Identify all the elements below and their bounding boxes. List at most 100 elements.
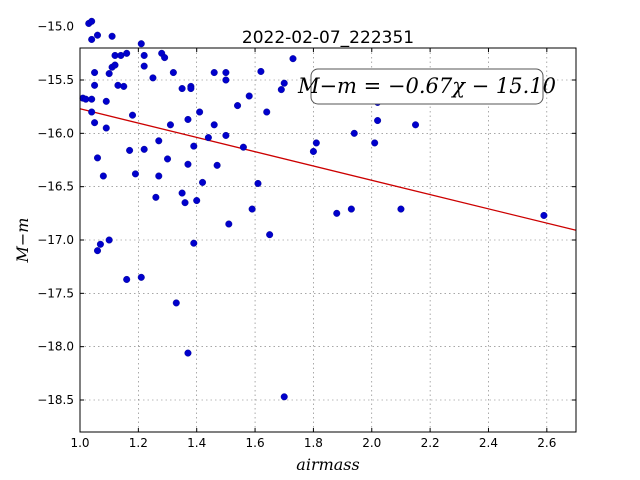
data-point [137, 273, 145, 281]
data-point [88, 35, 96, 43]
data-points [79, 17, 548, 401]
data-point [178, 189, 186, 197]
data-point [312, 139, 320, 147]
data-point [245, 92, 253, 100]
data-point [210, 69, 218, 77]
data-point [190, 239, 198, 247]
data-point [309, 147, 317, 155]
data-point [161, 54, 169, 62]
data-point [193, 197, 201, 205]
data-point [117, 51, 125, 59]
data-point [178, 85, 186, 93]
data-point [204, 134, 212, 142]
data-point [187, 85, 195, 93]
data-point [94, 31, 102, 39]
data-point [222, 69, 230, 77]
data-point [149, 74, 157, 82]
y-tick-label: −18.0 [37, 340, 74, 354]
data-point [280, 79, 288, 87]
data-point [102, 97, 110, 105]
data-point [210, 121, 218, 129]
data-point [94, 247, 102, 255]
data-point [155, 172, 163, 180]
data-point [333, 209, 341, 217]
y-tick-label: −16.0 [37, 126, 74, 140]
data-point [254, 179, 262, 187]
data-point [540, 211, 548, 219]
data-point [257, 67, 265, 75]
data-point [88, 17, 96, 25]
data-point [280, 393, 288, 401]
data-point [397, 205, 405, 213]
data-point [91, 69, 99, 77]
data-point [152, 193, 160, 201]
x-tick-label: 1.4 [187, 436, 206, 450]
data-point [88, 95, 96, 103]
data-point [184, 115, 192, 123]
data-point [140, 51, 148, 59]
data-point [105, 70, 113, 78]
x-tick-label: 1.8 [304, 436, 323, 450]
data-point [289, 55, 297, 63]
x-axis-label: airmass [296, 455, 359, 474]
x-tick-label: 2.0 [362, 436, 381, 450]
data-point [91, 119, 99, 127]
x-tick-label: 2.2 [421, 436, 440, 450]
y-tick-label: −15.0 [37, 20, 74, 34]
data-point [131, 170, 139, 178]
data-point [277, 86, 285, 94]
y-tick-label: −17.0 [37, 233, 74, 247]
data-point [140, 62, 148, 70]
y-axis-ticks: −15.0 −15.5 −16.0 −16.5 −17.0 −17.5 −18.0 −18.5 [37, 20, 576, 407]
data-point [374, 117, 382, 125]
data-point [225, 220, 233, 228]
data-point [82, 95, 90, 103]
data-point [199, 178, 207, 186]
data-point [91, 81, 99, 89]
data-point [263, 108, 271, 116]
x-tick-label: 1.6 [246, 436, 265, 450]
data-point [371, 139, 379, 147]
data-point [123, 275, 131, 283]
data-point [137, 40, 145, 48]
fit-line [79, 108, 577, 231]
x-tick-label: 2.6 [537, 436, 556, 450]
chart-title: 2022-02-07_222351 [242, 28, 414, 48]
data-point [234, 102, 242, 110]
y-axis-label: M−m [13, 218, 32, 264]
x-tick-label: 1.2 [129, 436, 148, 450]
data-point [164, 155, 172, 163]
data-point [102, 124, 110, 132]
data-point [88, 108, 96, 116]
data-point [266, 231, 274, 239]
data-point [196, 108, 204, 116]
data-point [169, 69, 177, 77]
data-point [181, 199, 189, 207]
y-tick-label: −16.5 [37, 180, 74, 194]
data-point [114, 81, 122, 89]
data-point [172, 299, 180, 307]
y-tick-label: −15.5 [37, 73, 74, 87]
fit-equation: M−m = −0.67χ − 15.10 [297, 74, 556, 98]
data-point [155, 137, 163, 145]
data-point [108, 32, 116, 40]
data-point [111, 51, 119, 59]
data-point [96, 240, 104, 248]
data-point [129, 111, 137, 119]
data-point [166, 121, 174, 129]
data-point [123, 49, 131, 57]
y-tick-label: −18.5 [37, 393, 74, 407]
data-point [222, 131, 230, 139]
data-point [350, 129, 358, 137]
data-point [190, 142, 198, 150]
data-point [239, 143, 247, 151]
data-point [412, 121, 420, 129]
x-axis-ticks: 1.0 1.2 1.4 1.6 1.8 2.0 2.2 2.4 2.6 [70, 48, 556, 450]
data-point [99, 172, 107, 180]
data-point [111, 61, 119, 69]
data-point [248, 205, 256, 213]
x-tick-label: 1.0 [70, 436, 89, 450]
fit-equation-box: M−m = −0.67χ − 15.10 [297, 68, 556, 105]
x-tick-label: 2.4 [479, 436, 498, 450]
